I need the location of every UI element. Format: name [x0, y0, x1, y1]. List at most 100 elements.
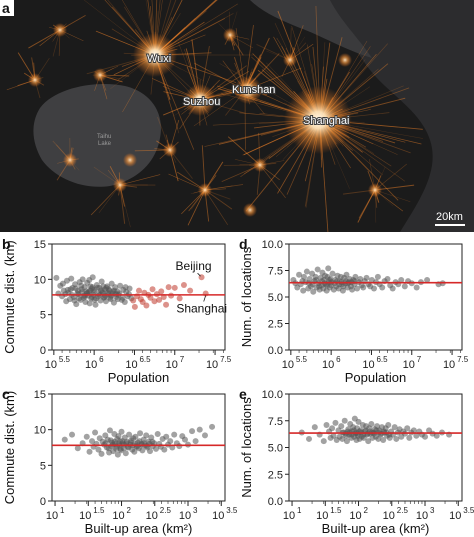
x-tick-exponent: 3 [193, 506, 198, 515]
town-glow [243, 203, 257, 217]
town-glow [123, 153, 137, 167]
data-point [76, 295, 83, 302]
data-point [139, 447, 146, 454]
data-point [343, 271, 350, 278]
x-tick-label: 10 [443, 359, 455, 371]
data-point [316, 283, 323, 290]
x-tick-label: 10 [416, 510, 428, 522]
x-tick-label: 10 [316, 510, 328, 522]
city-glow [284, 86, 352, 154]
data-point [167, 438, 174, 445]
y-tick-label: 5.0 [268, 292, 283, 304]
town-glow [93, 68, 107, 82]
y-tick-label: 7.5 [268, 416, 283, 428]
town-glow [53, 23, 67, 37]
flow-line [201, 145, 206, 191]
x-tick-exponent: 2 [364, 506, 369, 515]
data-point [314, 266, 321, 273]
x-tick-exponent: 2 [127, 506, 132, 515]
panel-letter-e: e [239, 386, 247, 402]
data-point [310, 288, 317, 295]
data-point [131, 303, 138, 310]
data-point [143, 432, 150, 439]
data-point [91, 296, 98, 303]
data-point [398, 277, 405, 284]
annotation-label: Beijing [176, 259, 212, 273]
x-tick-exponent: 6 [336, 355, 341, 364]
data-point [413, 432, 420, 439]
data-point [320, 438, 327, 445]
data-point [106, 427, 113, 434]
data-point [341, 417, 348, 424]
data-point [171, 284, 178, 291]
data-point [171, 431, 178, 438]
data-point [126, 431, 133, 438]
x-tick-label: 10 [283, 510, 295, 522]
data-point [329, 425, 336, 432]
x-tick-exponent: 2.5 [397, 506, 409, 515]
data-point [300, 287, 307, 294]
data-point [311, 424, 318, 431]
data-point [69, 431, 76, 438]
town-glow [223, 28, 237, 42]
data-point [151, 298, 158, 305]
x-tick-exponent: 5.5 [296, 355, 308, 364]
x-tick-exponent: 6.5 [376, 355, 388, 364]
chart-d: d 0.02.55.07.510.010 5.5 10 6 10 6.5 10 7 10 7.5P… [239, 236, 469, 385]
x-tick-label: 10 [179, 510, 191, 522]
x-tick-exponent: 3.5 [463, 506, 474, 515]
data-point [180, 281, 187, 288]
data-point [79, 276, 86, 283]
x-tick-exponent: 1 [60, 506, 65, 515]
data-point [422, 433, 429, 440]
x-axis-title: Population [345, 370, 406, 385]
x-tick-exponent: 7.5 [457, 355, 469, 364]
x-tick-exponent: 6.5 [139, 355, 151, 364]
data-point [163, 301, 170, 308]
data-point [201, 432, 208, 439]
panel-letter-d: d [239, 236, 248, 252]
data-point [410, 427, 417, 434]
data-point [385, 422, 392, 429]
city-label-kunshan: Kunshan [232, 84, 275, 96]
data-point [380, 437, 387, 444]
x-tick-exponent: 7 [417, 355, 422, 364]
town-glow [113, 178, 127, 192]
flow-line [119, 184, 131, 228]
city-label-wuxi: Wuxi [147, 53, 171, 65]
data-point [413, 284, 420, 291]
y-tick-label: 2.5 [268, 469, 283, 481]
data-point [349, 286, 356, 293]
data-point [158, 288, 165, 295]
annotation-leader [197, 272, 201, 277]
x-tick-label: 10 [112, 510, 124, 522]
x-tick-label: 10 [383, 510, 395, 522]
x-tick-label: 10 [449, 510, 461, 522]
x-tick-label: 10 [362, 359, 374, 371]
data-point [363, 274, 370, 281]
data-point [340, 283, 347, 290]
data-point [329, 270, 336, 277]
y-tick-label: 0 [40, 345, 46, 357]
panel-letter-bg [0, 0, 14, 16]
town-glow [368, 183, 382, 197]
data-point [365, 438, 372, 445]
data-point [143, 302, 150, 309]
x-tick-label: 10 [206, 359, 218, 371]
y-axis-title: Num. of locations [239, 397, 254, 498]
y-tick-label: 10 [34, 274, 46, 286]
data-point [114, 451, 121, 458]
data-point [59, 280, 66, 287]
y-axis-title: Num. of locations [239, 246, 254, 347]
data-point [92, 301, 99, 308]
data-point [153, 445, 160, 452]
data-point [149, 286, 156, 293]
y-tick-label: 5.0 [268, 443, 283, 455]
x-tick-label: 10 [85, 359, 97, 371]
data-point [192, 438, 199, 445]
data-point [99, 289, 106, 296]
x-tick-exponent: 1.5 [330, 506, 342, 515]
data-point [139, 298, 146, 305]
